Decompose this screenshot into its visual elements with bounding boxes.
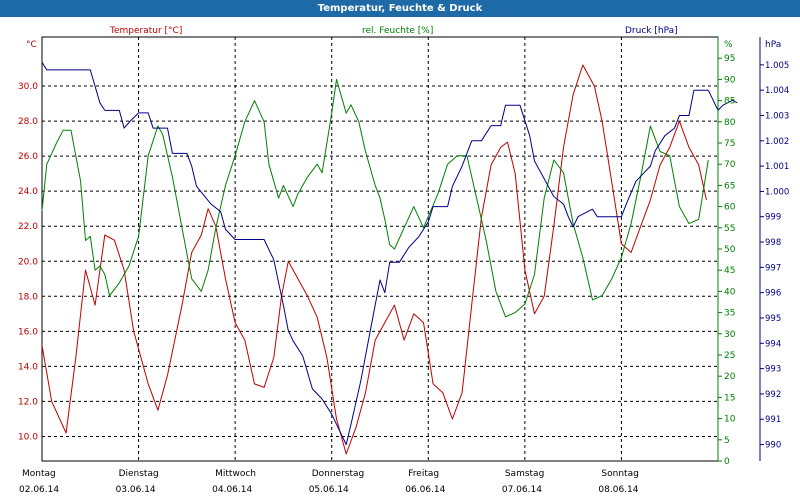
y-left-tick-label: 22.0 — [18, 222, 38, 232]
y-left-tick-label: 12.0 — [18, 397, 38, 407]
pressure-tick-label: 991 — [765, 415, 781, 425]
x-day-label: Mittwoch — [215, 469, 256, 479]
axes-group — [717, 37, 764, 462]
pressure-tick-label: 996 — [765, 289, 781, 299]
humidity-tick-label: 25 — [724, 351, 735, 361]
humidity-tick-label: 65 — [724, 181, 735, 191]
plot-border — [41, 36, 719, 462]
y-left-tick-label: 28.0 — [18, 117, 38, 127]
pressure-tick-label: 1.004 — [765, 86, 789, 96]
humidity-tick-label: 55 — [724, 224, 735, 234]
humidity-tick-label: 70 — [724, 160, 736, 170]
humidity-tick-label: 30 — [724, 330, 736, 340]
y-left-tick-label: 10.0 — [18, 432, 38, 442]
humidity-tick-label: 0 — [724, 457, 730, 467]
humidity-tick-label: 85 — [724, 97, 735, 107]
y-left-tick-label: 30.0 — [18, 82, 38, 92]
humidity-tick-label: 60 — [724, 203, 736, 213]
grid — [42, 37, 719, 461]
pressure-tick-label: 992 — [765, 390, 781, 400]
pressure-tick-label: 993 — [765, 365, 781, 375]
humidity-tick-label: 45 — [724, 266, 735, 276]
x-date-label: 03.06.14 — [116, 485, 156, 495]
humidity-tick-label: 90 — [724, 75, 736, 85]
pressure-tick-label: 997 — [765, 263, 781, 273]
humidity-axis-title: rel. Feuchte [%] — [362, 26, 433, 36]
y-left-tick-label: 14.0 — [18, 362, 38, 372]
x-date-label: 04.06.14 — [212, 485, 252, 495]
pressure-axis-title: Druck [hPa] — [625, 26, 678, 36]
x-date-label: 05.06.14 — [309, 485, 349, 495]
series-line-humidity — [41, 78, 709, 318]
x-day-label: Donnerstag — [312, 469, 365, 479]
humidity-tick-label: 50 — [724, 245, 736, 255]
y-left-tick-label: 24.0 — [18, 187, 38, 197]
y-left-tick-label: 18.0 — [18, 292, 38, 302]
y-left-tick-label: 16.0 — [18, 327, 38, 337]
pressure-tick-label: 998 — [765, 238, 781, 248]
pressure-tick-label: 1.005 — [765, 61, 789, 71]
x-day-label: Freitag — [408, 469, 439, 479]
pressure-tick-label: 999 — [765, 213, 781, 223]
humidity-tick-label: 95 — [724, 54, 735, 64]
y-left-tick-label: 20.0 — [18, 257, 38, 267]
y-left-tick-label: 26.0 — [18, 152, 38, 162]
humidity-unit-label: % — [724, 40, 733, 50]
pressure-tick-label: 990 — [765, 441, 781, 451]
pressure-tick-label: 1.003 — [765, 111, 789, 121]
temperature-axis-title: Temperatur [°C] — [109, 26, 182, 36]
pressure-tick-label: 1.000 — [765, 187, 789, 197]
humidity-tick-label: 5 — [724, 436, 730, 446]
humidity-tick-label: 75 — [724, 139, 735, 149]
x-day-label: Dienstag — [119, 469, 159, 479]
pressure-tick-label: 1.002 — [765, 137, 789, 147]
temperature-unit-label: °C — [26, 40, 37, 50]
pressure-unit-label: hPa — [765, 40, 781, 50]
x-day-label: Montag — [22, 469, 56, 479]
pressure-tick-label: 995 — [765, 314, 781, 324]
pressure-tick-label: 994 — [765, 339, 781, 349]
x-date-label: 06.06.14 — [405, 485, 445, 495]
series-line-temperature — [41, 64, 707, 455]
x-date-label: 07.06.14 — [502, 485, 542, 495]
humidity-tick-label: 40 — [724, 287, 736, 297]
x-date-label: 08.06.14 — [598, 485, 638, 495]
chart-title: Temperatur, Feuchte & Druck — [0, 0, 800, 17]
pressure-tick-label: 1.001 — [765, 162, 789, 172]
series-line-pressure — [41, 62, 738, 445]
x-date-label: 02.06.14 — [19, 485, 59, 495]
labels-group: Montag02.06.14Dienstag03.06.14Mittwoch04… — [18, 26, 789, 495]
humidity-tick-label: 20 — [724, 372, 736, 382]
x-day-label: Sonntag — [601, 469, 638, 479]
series-group — [41, 62, 738, 455]
humidity-tick-label: 80 — [724, 118, 736, 128]
humidity-tick-label: 35 — [724, 309, 735, 319]
x-day-label: Samstag — [505, 469, 544, 479]
humidity-tick-label: 10 — [724, 415, 736, 425]
humidity-tick-label: 15 — [724, 393, 735, 403]
